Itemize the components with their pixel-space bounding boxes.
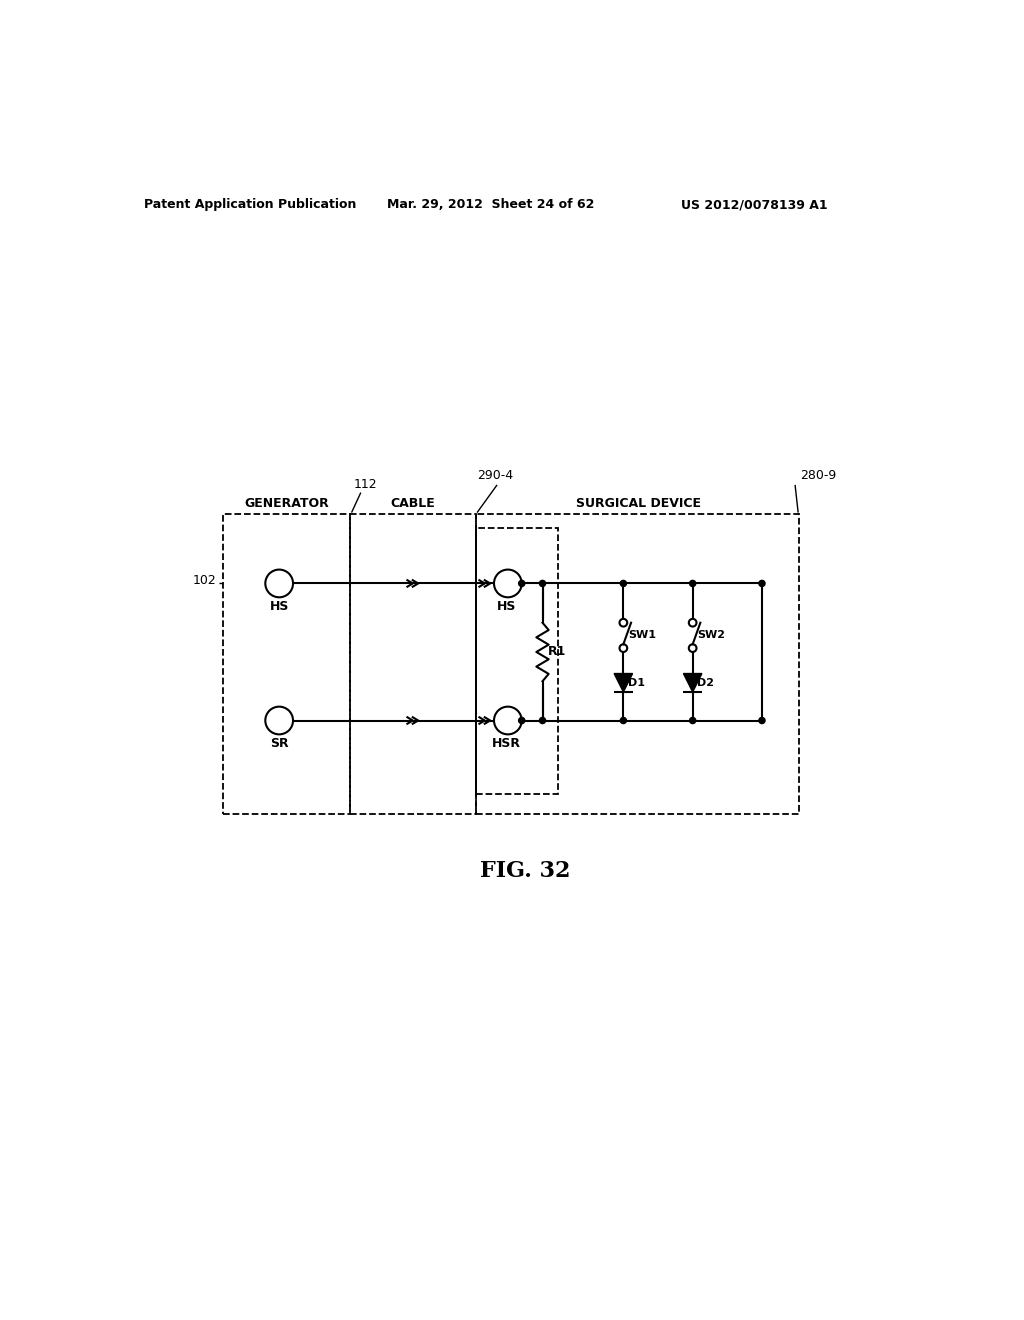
Circle shape [759,581,765,586]
Bar [475,515,799,814]
Circle shape [689,718,695,723]
Circle shape [759,718,765,723]
Text: SW1: SW1 [628,631,656,640]
Text: SW2: SW2 [697,631,725,640]
Circle shape [621,581,627,586]
Polygon shape [683,673,701,692]
Text: FIG. 32: FIG. 32 [479,859,570,882]
Text: D2: D2 [697,677,715,688]
Bar [475,528,558,793]
Text: 280-9: 280-9 [801,469,837,482]
Circle shape [518,581,525,586]
Text: HSR: HSR [492,738,521,751]
Bar [223,515,350,814]
Bar [350,515,475,814]
Text: 102: 102 [194,574,217,587]
Text: 112: 112 [354,478,378,491]
Text: Mar. 29, 2012  Sheet 24 of 62: Mar. 29, 2012 Sheet 24 of 62 [387,198,595,211]
Text: D1: D1 [628,677,645,688]
Circle shape [518,718,525,723]
Text: US 2012/0078139 A1: US 2012/0078139 A1 [681,198,827,211]
Text: R1: R1 [548,645,566,659]
Polygon shape [614,673,633,692]
Text: SURGICAL DEVICE: SURGICAL DEVICE [577,496,701,510]
Text: 290-4: 290-4 [477,469,513,482]
Circle shape [689,581,695,586]
Circle shape [540,718,546,723]
Text: Patent Application Publication: Patent Application Publication [143,198,356,211]
Circle shape [540,581,546,586]
Text: HS: HS [269,601,289,614]
Text: CABLE: CABLE [390,496,435,510]
Text: HS: HS [497,601,516,614]
Text: GENERATOR: GENERATOR [244,496,329,510]
Circle shape [621,718,627,723]
Text: SR: SR [270,738,289,751]
